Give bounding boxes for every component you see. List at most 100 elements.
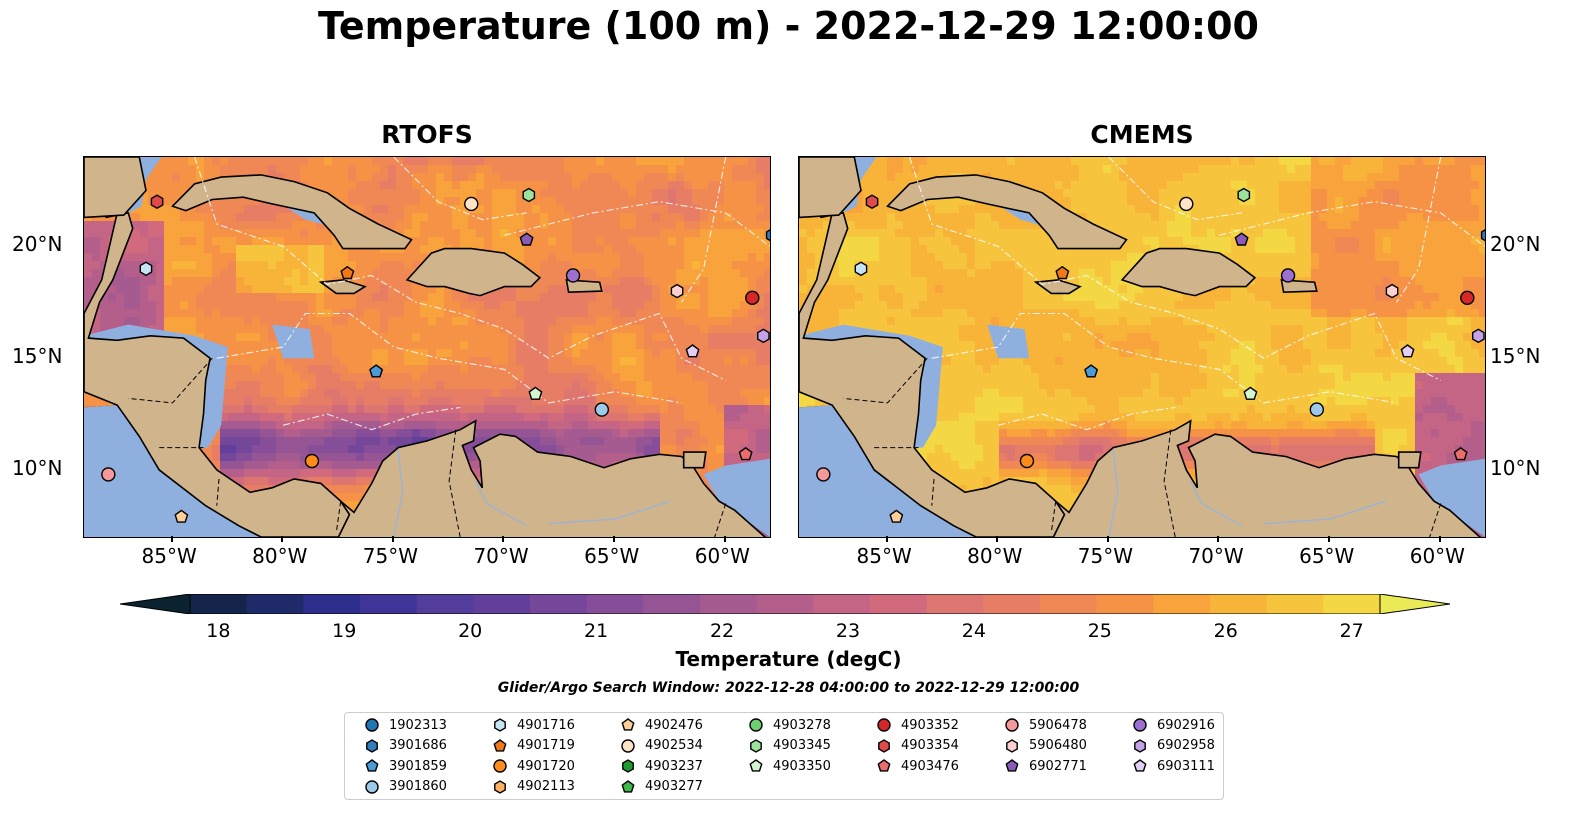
pentagon-marker-icon [1005,759,1019,772]
legend-item-5906478: 5906478 [1003,716,1087,734]
legend-label: 4901716 [517,717,575,733]
lon-tick-label: 60°W [1409,544,1465,568]
legend-item-4902113: 4902113 [491,778,575,796]
float-4903354 [150,194,164,210]
colorbar-segment [1153,594,1211,614]
hexagon-marker-icon [622,759,634,773]
land-hispaniola [405,247,542,297]
float-5906480 [1385,283,1399,299]
float-6903111 [685,344,700,358]
float-markers [101,187,770,523]
float-6903111 [1400,344,1415,358]
float-4903352 [745,290,760,306]
hexagon-marker-icon [494,779,506,794]
lon-tick-mark [1328,536,1331,542]
lon-tick-label: 85°W [856,544,912,568]
circle-marker-icon [749,718,763,732]
legend-item-6902916: 6902916 [1131,716,1215,734]
shelf-area [703,458,770,537]
legend-item-4903345: 4903345 [747,737,831,755]
land-southAmerica [337,419,767,537]
hexagon-marker [750,738,762,753]
land-cuba [886,174,1128,250]
float-6902916 [565,268,581,283]
legend-item-4902534: 4902534 [619,737,703,755]
legend-label: 4903350 [773,758,831,774]
map-panel-cmems [798,156,1486,538]
legend-label: 4903476 [901,758,959,774]
lon-tick-label: 65°W [1299,544,1355,568]
legend-label: 4901719 [517,738,575,753]
legend-label: 4903352 [901,717,959,733]
search-window-text: Glider/Argo Search Window: 2022-12-28 04… [497,680,1080,696]
hexagon-marker [622,759,634,773]
colorbar-segment [813,594,871,614]
pentagon-marker-icon [365,759,379,772]
legend-label: 3901859 [389,758,447,774]
colorbar [120,594,1450,614]
lon-tick-mark [613,536,616,542]
shelf-area [799,324,943,448]
colorbar-segment [190,594,248,614]
lat-tick-label-right: 10°N [1490,455,1541,480]
land-trinidad [1397,451,1422,469]
land-yucatanNorth [799,157,862,219]
float-4901720 [304,453,320,469]
float-4903354 [865,194,879,210]
hexagon-marker [878,738,890,753]
legend-item-4901716: 4901716 [491,716,575,734]
colorbar-tick-label: 23 [835,620,861,642]
circle-marker-icon [877,718,891,732]
float-3901859 [369,364,384,378]
eez-boundaries [194,157,770,431]
land-southAmerica [1052,419,1482,537]
float-4901719 [1055,265,1070,280]
float-4902476 [889,509,904,523]
pentagon-marker-icon [621,718,635,731]
float-4903345 [522,187,536,203]
circle-marker [493,759,507,773]
pentagon-marker-icon [749,759,763,772]
legend-item-4903352: 4903352 [875,716,959,734]
colorbar-segment [983,594,1041,614]
legend-label: 4902534 [645,738,703,753]
legend-item-4901719: 4901719 [491,737,575,755]
float-6902771 [1234,232,1249,246]
panel-title-rtofs: RTOFS [381,120,473,149]
lon-tick-mark [996,536,999,542]
rivers [1108,449,1386,537]
pentagon-marker-icon [877,759,891,772]
legend-label: 3901686 [389,738,447,753]
float-legend: 1902313 3901686 3901859 3901860 4901716 49017… [344,712,1224,800]
hexagon-marker-icon [494,718,506,732]
colorbar-segment [530,594,588,614]
float-5906478 [816,467,831,482]
lon-tick-label: 60°W [694,544,750,568]
lon-tick-mark [723,536,726,542]
legend-item-6902958: 6902958 [1131,737,1215,755]
shelf-area [799,405,976,537]
colorbar-tick-label: 19 [332,620,357,642]
circle-marker-icon [621,738,635,753]
circle-marker [365,718,379,732]
colorbar-segment [1210,594,1268,614]
colorbar-tick-label: 20 [458,620,483,642]
legend-item-1902313: 1902313 [363,716,447,734]
legend-item-4901720: 4901720 [491,757,575,775]
lon-tick-mark [281,536,284,542]
land-borders [128,357,727,537]
legend-label: 4903277 [645,779,703,794]
eez-boundaries [909,157,1485,431]
land-puertoRico [565,279,603,294]
legend-item-4903237: 4903237 [619,757,703,775]
lon-tick-mark [1217,536,1220,542]
land-yucatanNorth [84,157,147,219]
lon-tick-label: 70°W [473,544,529,568]
colorbar-tick-label: 22 [709,620,735,642]
map-cmems-canvas [799,157,1485,537]
float-4903476 [1453,446,1468,461]
lon-tick-mark [1106,536,1109,542]
float-3901859 [1084,364,1099,378]
circle-marker [1133,718,1147,732]
legend-label: 4901720 [517,758,575,774]
